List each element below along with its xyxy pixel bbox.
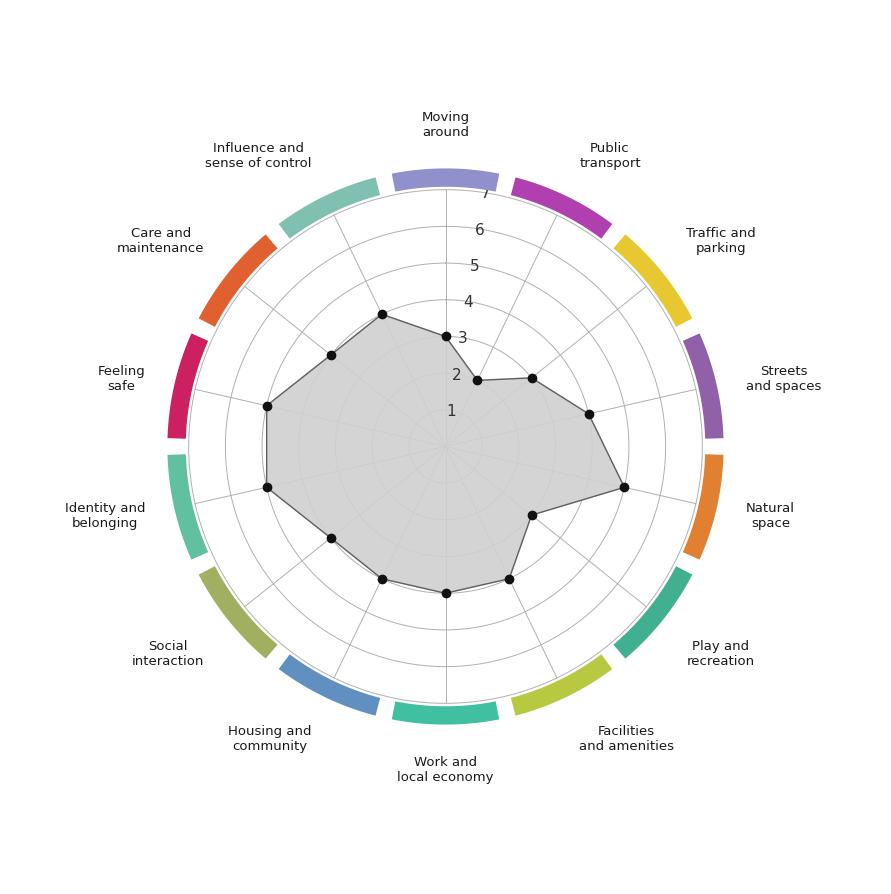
Text: Play and
recreation: Play and recreation bbox=[686, 639, 755, 667]
Polygon shape bbox=[199, 567, 277, 659]
Polygon shape bbox=[683, 334, 723, 439]
Text: 3: 3 bbox=[458, 331, 468, 346]
Polygon shape bbox=[279, 654, 380, 716]
Polygon shape bbox=[199, 235, 277, 327]
Polygon shape bbox=[168, 334, 208, 439]
Polygon shape bbox=[614, 567, 692, 659]
Polygon shape bbox=[168, 455, 208, 560]
Text: Influence and
sense of control: Influence and sense of control bbox=[205, 141, 312, 170]
Text: Feeling
safe: Feeling safe bbox=[97, 365, 145, 392]
Text: 2: 2 bbox=[452, 367, 462, 382]
Text: Streets
and spaces: Streets and spaces bbox=[746, 365, 822, 392]
Text: Identity and
belonging: Identity and belonging bbox=[64, 502, 145, 529]
Polygon shape bbox=[683, 455, 723, 560]
Text: 4: 4 bbox=[463, 295, 473, 309]
Text: Traffic and
parking: Traffic and parking bbox=[686, 227, 756, 255]
Text: Public
transport: Public transport bbox=[579, 141, 641, 170]
Text: Work and
local economy: Work and local economy bbox=[397, 755, 494, 783]
Polygon shape bbox=[392, 169, 499, 192]
Text: 1: 1 bbox=[446, 403, 456, 418]
Polygon shape bbox=[511, 654, 612, 716]
Text: Housing and
community: Housing and community bbox=[228, 724, 312, 753]
Text: Care and
maintenance: Care and maintenance bbox=[117, 227, 205, 255]
Text: Facilities
and amenities: Facilities and amenities bbox=[579, 724, 674, 753]
Polygon shape bbox=[614, 235, 692, 327]
Text: Social
interaction: Social interaction bbox=[132, 639, 205, 667]
Text: 6: 6 bbox=[475, 223, 485, 237]
Polygon shape bbox=[392, 702, 499, 725]
Polygon shape bbox=[279, 178, 380, 240]
Text: 7: 7 bbox=[481, 186, 490, 201]
Polygon shape bbox=[511, 178, 612, 240]
Text: Natural
space: Natural space bbox=[746, 502, 795, 529]
Text: Moving
around: Moving around bbox=[421, 111, 470, 139]
Text: 5: 5 bbox=[470, 258, 479, 274]
Polygon shape bbox=[266, 315, 625, 594]
